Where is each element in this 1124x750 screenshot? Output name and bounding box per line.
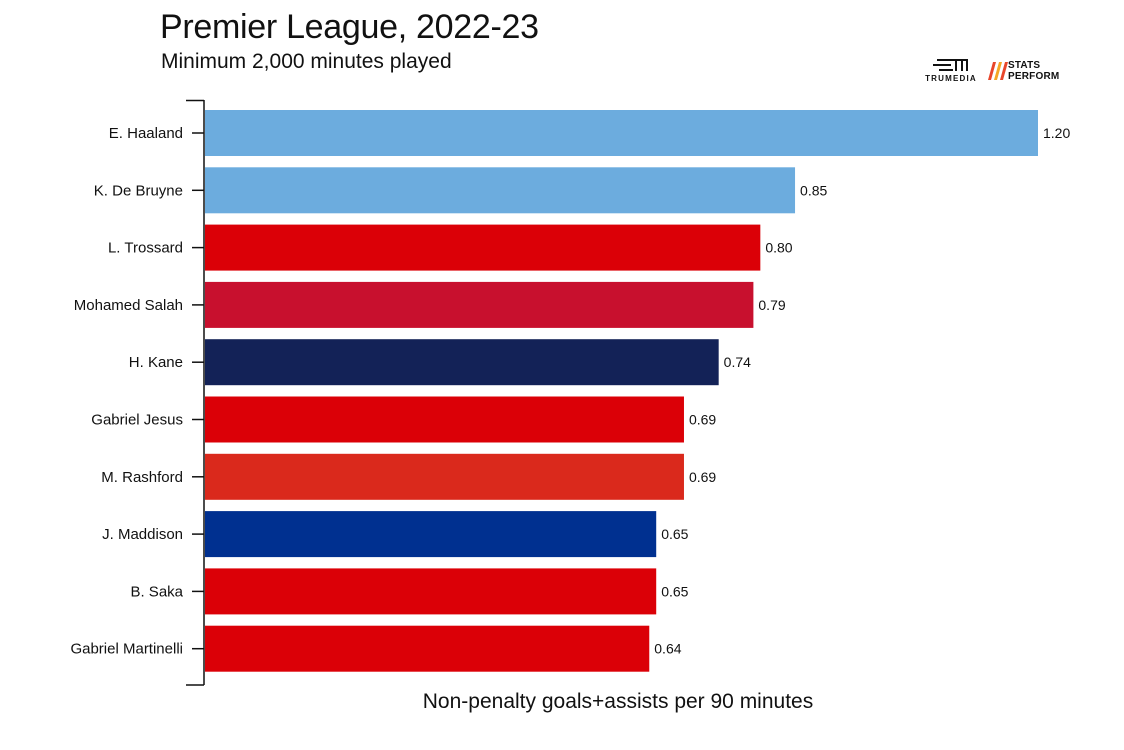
bar-b-saka <box>205 568 657 615</box>
y-tick-label-gabriel-martinelli: Gabriel Martinelli <box>70 641 183 658</box>
value-label-e-haaland: 1.20 <box>1043 125 1070 141</box>
y-tick-label-h-kane: H. Kane <box>129 354 183 371</box>
bar-j-maddison <box>205 511 657 558</box>
bar-e-haaland <box>205 110 1038 156</box>
bar-gabriel-martinelli <box>205 625 650 672</box>
stats-perform-line2: PERFORM <box>1008 71 1060 82</box>
trumedia-logo-icon <box>933 59 968 71</box>
value-label-l-trossard: 0.80 <box>765 240 792 256</box>
y-tick-label-e-haaland: E. Haaland <box>109 125 183 142</box>
x-axis-label: Non-penalty goals+assists per 90 minutes <box>422 690 814 713</box>
chart-title: Premier League, 2022-23 <box>160 8 539 46</box>
logos: TRUMEDIA STATS PERFORM <box>920 58 1070 88</box>
value-label-mohamed-salah: 0.79 <box>758 297 785 313</box>
y-tick-label-k-de-bruyne: K. De Bruyne <box>94 182 183 199</box>
y-tick-label-l-trossard: L. Trossard <box>108 240 183 257</box>
value-label-m-rashford: 0.69 <box>689 469 716 485</box>
value-label-gabriel-jesus: 0.69 <box>689 412 716 428</box>
bar-h-kane <box>205 339 719 386</box>
stats-perform-logo-text: STATS PERFORM <box>1008 60 1059 82</box>
bar-k-de-bruyne <box>205 167 796 214</box>
value-label-j-maddison: 0.65 <box>661 526 688 542</box>
trumedia-logo-text: TRUMEDIA <box>925 74 977 83</box>
value-label-b-saka: 0.65 <box>661 583 688 599</box>
y-tick-label-m-rashford: M. Rashford <box>101 469 183 486</box>
stats-perform-logo: STATS PERFORM <box>988 60 1078 86</box>
value-label-h-kane: 0.74 <box>724 354 751 370</box>
value-label-k-de-bruyne: 0.85 <box>800 182 827 198</box>
y-tick-label-b-saka: B. Saka <box>130 583 183 600</box>
y-tick-label-gabriel-jesus: Gabriel Jesus <box>91 412 183 429</box>
y-tick-label-j-maddison: J. Maddison <box>102 526 183 543</box>
value-label-gabriel-martinelli: 0.64 <box>654 641 681 657</box>
bar-l-trossard <box>205 224 761 271</box>
bar-mohamed-salah <box>205 281 754 328</box>
y-tick-label-mohamed-salah: Mohamed Salah <box>74 297 183 314</box>
chart-subtitle: Minimum 2,000 minutes played <box>161 50 452 73</box>
stats-perform-logo-icon <box>988 62 1008 80</box>
stats-perform-line1: STATS <box>1008 60 1041 71</box>
bar-gabriel-jesus <box>205 396 684 443</box>
bar-m-rashford <box>205 453 684 500</box>
trumedia-logo: TRUMEDIA <box>920 58 982 83</box>
